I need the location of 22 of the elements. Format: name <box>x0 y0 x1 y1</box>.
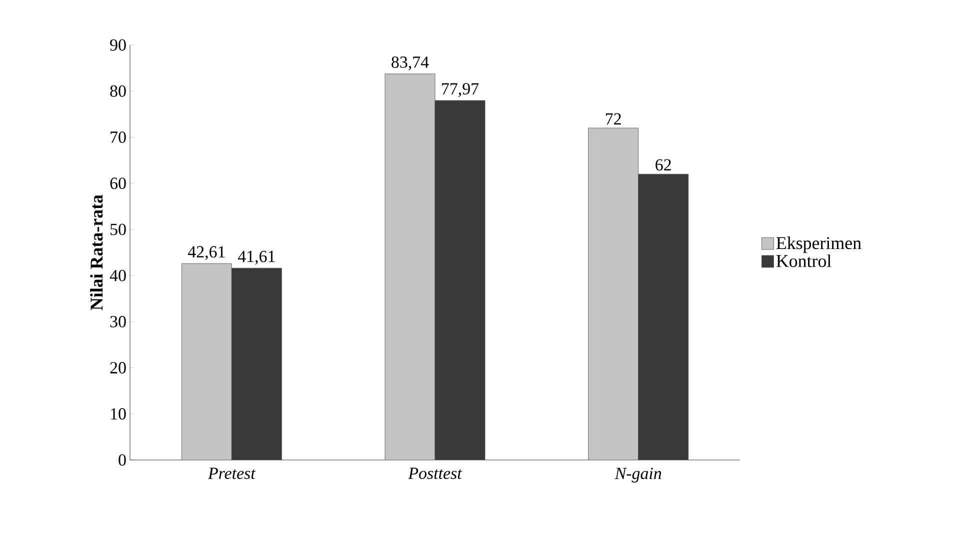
y-tick-label: 20 <box>110 362 126 374</box>
y-tick-label: 30 <box>110 316 126 328</box>
data-label: 42,61 <box>188 246 225 260</box>
y-tick-label: 60 <box>110 178 126 190</box>
x-tick-label: Posttest <box>408 468 462 480</box>
x-tick-label: N-gain <box>614 468 662 483</box>
x-tick-label: Pretest <box>208 468 256 480</box>
y-tick-label: 0 <box>118 454 126 466</box>
y-axis-title: Nilai Rata-rata <box>90 194 103 310</box>
legend-label: Kontrol <box>776 254 832 268</box>
data-label: 72 <box>606 113 621 124</box>
legend-label: Eksperimen <box>776 236 862 253</box>
y-tick-label: 90 <box>110 39 126 51</box>
y-tick-label: 80 <box>110 85 126 97</box>
y-tick-label: 70 <box>110 131 126 143</box>
data-label: 83,74 <box>392 56 429 70</box>
data-label: 77,97 <box>442 83 479 97</box>
y-tick-label: 10 <box>111 408 126 420</box>
data-label: 62 <box>656 159 671 171</box>
y-tick-label: 50 <box>110 224 126 236</box>
y-tick-label: 40 <box>110 270 126 282</box>
data-label: 41,61 <box>238 250 275 265</box>
